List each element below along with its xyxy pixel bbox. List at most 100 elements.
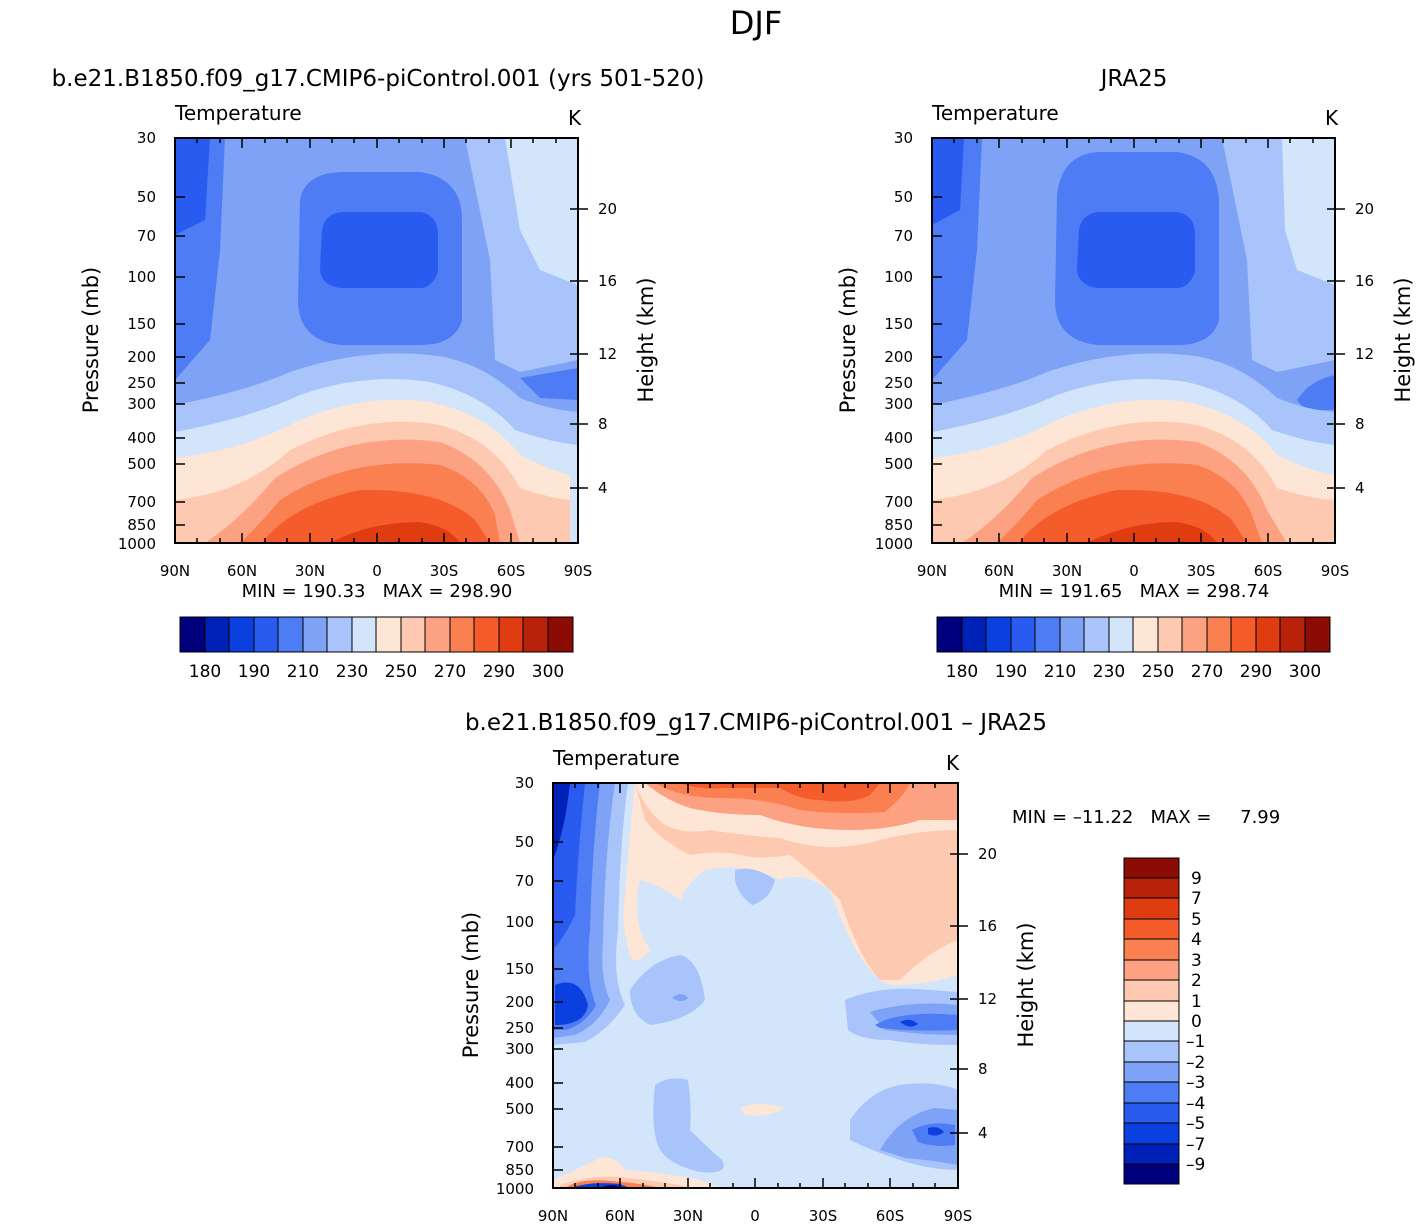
colorbar-swatch [1123,1040,1180,1063]
colorbar-swatch [936,616,963,653]
colorbar-label: 9 [1191,869,1202,889]
field-layer-24 [928,1127,944,1136]
min-max-text: MIN = 191.65 MAX = 298.74 [999,581,1270,602]
y2-tick-label: 20 [598,200,617,218]
y2-tick-label: 8 [598,415,608,433]
colorbar-label: –3 [1186,1073,1205,1093]
y-tick-label: 500 [505,1100,534,1118]
colorbar-label: 190 [995,662,1027,682]
colorbar-swatch [1123,1020,1180,1042]
plot-area [931,137,1336,544]
colorbar: 180 190 210 230 250 270 290 300 [936,616,1331,682]
y-tick-label: 250 [884,374,913,392]
colorbar-label: –4 [1186,1094,1205,1114]
colorbar-swatch [1279,616,1306,653]
colorbar-label: 7 [1191,889,1202,909]
colorbar-swatch [253,616,279,653]
y2-tick-label: 16 [1355,272,1374,290]
figure-title: DJF [730,4,782,42]
y-tick-label: 100 [505,913,534,931]
x-tick-label: 0 [750,1207,760,1225]
y-tick-label: 150 [127,315,156,333]
colorbar-swatch [449,616,475,653]
y-axis-pressure: 30 50 70 100 150 200 250 300 400 500 700… [875,129,913,553]
colorbar-swatch [326,616,353,653]
x-axis: 90N 60N 30N 0 30S 60S 90S [917,562,1349,580]
colorbar-labels: 9 7 5 4 3 2 1 0 –1 –2 –3 –4 –5 –7 –9 [1186,869,1205,1175]
y-tick-label: 850 [505,1161,534,1179]
y2-tick-label: 4 [1355,479,1365,497]
y2-tick-label: 8 [978,1060,988,1078]
field-layer-8 [520,368,578,400]
field-layer-5 [505,138,578,285]
field-layer-7 [1077,212,1195,288]
x-tick-marks [574,783,936,1188]
y-axis-label: Pressure (mb) [79,267,103,414]
panel-subtitle-right: K [568,106,582,130]
colorbar-swatch [400,616,426,653]
x-tick-label: 30N [673,1207,703,1225]
colorbar-swatch [522,616,549,653]
x-axis: 90N 60N 30N 0 30S 60S 90S [538,1207,972,1225]
y-tick-label: 150 [505,960,534,978]
x-tick-label: 60S [876,1207,905,1225]
colorbar-swatch [1123,897,1180,920]
colorbar-label: 180 [946,662,978,682]
y-tick-label: 70 [515,872,534,890]
y2-tick-label: 12 [978,990,997,1008]
colorbar-swatch [1083,616,1110,653]
x-tick-label: 30S [1187,562,1216,580]
y-tick-label: 100 [127,268,156,286]
colorbar-swatch [204,616,230,653]
colorbar-swatch [1123,1122,1180,1145]
y2-axis-height: 20 16 12 8 4 [1335,200,1374,497]
colorbar-label: 300 [1289,662,1321,682]
y-tick-label: 50 [137,188,156,206]
x-tick-marks [196,138,557,543]
x-tick-label: 90S [564,562,593,580]
x-tick-label: 30N [295,562,325,580]
y-tick-label: 30 [515,774,534,792]
field-layer-16 [1087,522,1217,543]
field-layer-3 [932,138,964,225]
colorbar-swatch [1123,1143,1180,1165]
colorbar-swatch [1123,1061,1180,1083]
y-tick-label: 500 [884,455,913,473]
y-tick-label: 400 [127,429,156,447]
y-axis-pressure: 30 50 70 100 150 200 250 300 400 500 700… [496,774,534,1198]
colorbar-swatch [1123,979,1180,1002]
y-tick-label: 250 [505,1019,534,1037]
y-tick-label: 1000 [118,535,156,553]
y-tick-label: 100 [884,268,913,286]
colorbar-swatch [228,616,255,653]
colorbar-swatch [1230,616,1257,653]
colorbar-swatch [1010,616,1036,653]
x-tick-label: 90N [917,562,947,580]
colorbar-swatch [1123,1081,1180,1104]
colorbar-swatch [1034,616,1061,653]
x-axis: 90N 60N 30N 0 30S 60S 90S [160,562,592,580]
y2-tick-label: 12 [598,345,617,363]
x-tick-label: 60N [227,562,257,580]
y-tick-label: 200 [127,348,156,366]
colorbar-swatch [985,616,1012,653]
colorbar-swatch [179,616,206,653]
field-layer-19 [900,1019,918,1027]
y-tick-label: 400 [884,429,913,447]
y2-tick-label: 4 [978,1124,988,1142]
y2-axis-height: 20 16 12 8 4 [958,845,997,1142]
y-tick-label: 300 [505,1040,534,1058]
y-tick-label: 500 [127,455,156,473]
min-max-text: MIN = 190.33 MAX = 298.90 [242,581,513,602]
colorbar-label: 2 [1191,971,1202,991]
x-tick-label: 30S [430,562,459,580]
y-tick-label: 200 [884,348,913,366]
y-tick-label: 200 [505,993,534,1011]
y-tick-label: 700 [505,1138,534,1156]
colorbar-swatch [1206,616,1232,653]
y-tick-label: 150 [884,315,913,333]
x-tick-label: 60S [1254,562,1283,580]
x-tick-label: 30S [809,1207,838,1225]
field-layer-25 [740,1104,785,1116]
